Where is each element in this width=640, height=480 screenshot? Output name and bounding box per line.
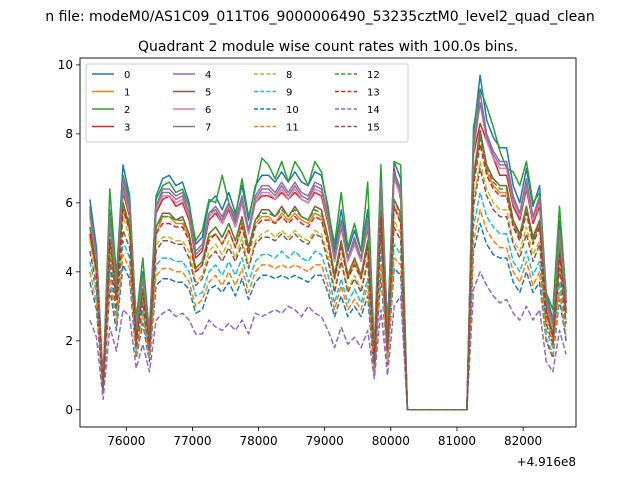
legend-label-14: 14 (367, 105, 380, 116)
y-tick-label: 8 (65, 127, 73, 141)
legend-label-7: 7 (205, 123, 211, 134)
series-line-13 (89, 143, 567, 411)
x-tick-label: 79000 (306, 434, 344, 448)
legend-label-15: 15 (367, 123, 380, 134)
chart-title: Quadrant 2 module wise count rates with … (138, 39, 518, 55)
x-tick-label: 82000 (504, 434, 542, 448)
legend-label-12: 12 (367, 70, 380, 81)
y-tick-label: 6 (65, 196, 73, 210)
legend-label-11: 11 (286, 123, 299, 134)
figure-suptitle: n file: modeM0/AS1C09_011T06_9000006490_… (45, 9, 594, 25)
x-axis: 76000 77000 78000 79000 80000 81000 82000 (107, 427, 542, 448)
series-lines (89, 74, 567, 411)
legend-label-0: 0 (124, 70, 130, 81)
legend-label-9: 9 (286, 88, 292, 99)
legend-box (85, 63, 409, 143)
legend-label-1: 1 (124, 88, 130, 99)
y-tick-label: 4 (65, 265, 73, 279)
x-tick-label: 77000 (173, 434, 211, 448)
y-axis: 0 2 4 6 8 10 (58, 58, 80, 417)
legend-label-10: 10 (286, 105, 299, 116)
y-tick-label: 2 (65, 334, 73, 348)
legend-label-6: 6 (205, 105, 211, 116)
legend-label-13: 13 (367, 88, 380, 99)
x-offset-label: +4.916e8 (517, 455, 576, 469)
y-tick-label: 0 (65, 403, 73, 417)
plot-area: 76000 77000 78000 79000 80000 81000 82000 0 2 4 6… (58, 57, 577, 469)
series-line-2 (89, 88, 567, 411)
series-line-9 (89, 191, 567, 411)
series-line-8 (89, 160, 567, 411)
series-line-11 (89, 208, 567, 411)
legend-label-2: 2 (124, 105, 130, 116)
legend-label-8: 8 (286, 70, 292, 81)
x-tick-label: 76000 (107, 434, 145, 448)
legend-label-5: 5 (205, 88, 211, 99)
legend-label-3: 3 (124, 123, 130, 134)
series-line-15 (89, 167, 567, 411)
x-tick-label: 80000 (372, 434, 410, 448)
y-tick-label: 10 (58, 58, 73, 72)
series-line-14 (89, 271, 567, 411)
x-tick-label: 78000 (239, 434, 277, 448)
series-line-12 (89, 136, 567, 411)
legend-label-4: 4 (205, 70, 211, 81)
series-line-7 (89, 102, 567, 411)
axes-frame (79, 57, 577, 428)
x-tick-label: 81000 (438, 434, 476, 448)
